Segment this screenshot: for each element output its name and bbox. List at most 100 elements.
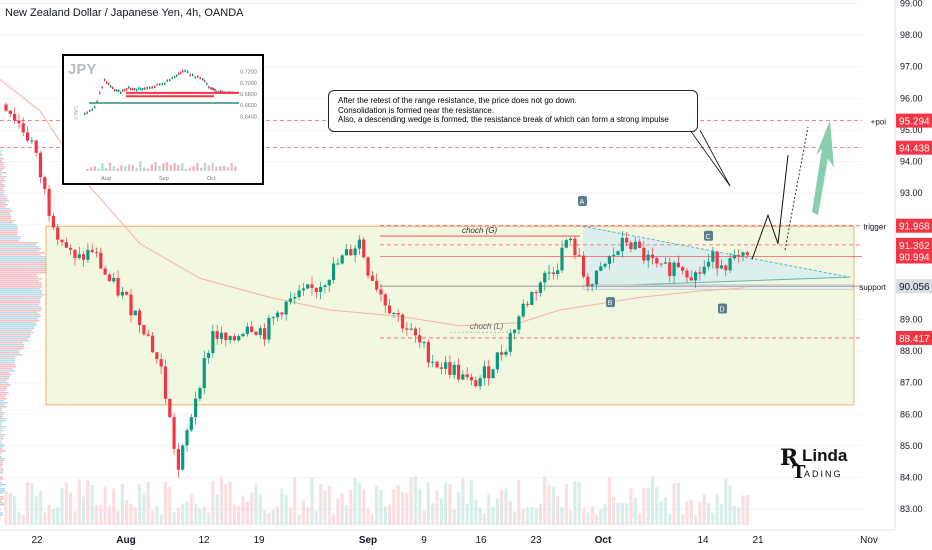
candle-body (349, 249, 353, 256)
volume-bar (534, 507, 538, 525)
volume-profile-bar (0, 414, 3, 416)
inset-volume-bar (89, 167, 93, 171)
candle-body (314, 287, 318, 292)
price-axis-level-bg (896, 218, 932, 233)
inset-candle (171, 76, 173, 80)
volume-profile-bar (0, 514, 4, 516)
volume-profile-bar (0, 158, 4, 160)
volume-bar (409, 477, 413, 525)
volume-bar (38, 491, 43, 525)
volume-bar (422, 510, 426, 525)
inset-y-tick: 0.6800 (240, 92, 257, 98)
volume-profile-bar (0, 336, 31, 338)
candle-body (250, 326, 254, 332)
volume-bar (663, 497, 668, 525)
volume-profile-bar (0, 328, 34, 330)
candle-body (530, 292, 534, 305)
volume-bar (517, 479, 521, 525)
volume-profile-bar (0, 242, 38, 244)
volume-profile-bar (0, 498, 4, 500)
volume-bar (237, 506, 241, 525)
volume-bar (728, 485, 732, 525)
inset-candle (136, 88, 138, 92)
note-line-1: After the retest of the range resistance… (338, 96, 577, 105)
price-axis-level-label: 95.294 (899, 117, 930, 128)
volume-profile-bar (0, 256, 46, 258)
volume-profile-bar (0, 386, 8, 388)
volume-profile-bar (0, 338, 28, 340)
candle-body (129, 294, 133, 316)
candle-body (4, 104, 8, 111)
candle-body (13, 113, 17, 121)
volume-profile-bar (0, 202, 6, 204)
inset-volume-bar (207, 165, 210, 171)
volume-profile-bar (0, 484, 6, 486)
inset-candle (184, 69, 186, 73)
volume-bar (344, 505, 349, 525)
volume-profile-bar (0, 344, 25, 346)
candle-body (258, 328, 262, 335)
candle-body (198, 388, 202, 399)
inset-candle (118, 89, 120, 92)
price-axis-tick: 94.00 (900, 157, 923, 167)
volume-bar (159, 514, 163, 525)
inset-candle (101, 86, 103, 89)
candle-body (547, 272, 551, 274)
volume-profile-bar (0, 316, 41, 318)
volume-bar (301, 500, 305, 525)
volume-bar (633, 497, 637, 525)
candle-body (625, 237, 629, 243)
time-axis-tick: 12 (198, 535, 210, 546)
candle-body (21, 123, 25, 133)
volume-profile-bar (0, 312, 38, 314)
volume-bar (741, 495, 745, 525)
volume-bar (120, 483, 124, 525)
volume-bar (314, 510, 318, 525)
candle-body (504, 351, 508, 355)
inset-candle (206, 82, 208, 86)
time-axis-tick: 9 (421, 535, 427, 546)
candle-body (685, 270, 689, 278)
volume-profile-bar (0, 450, 6, 452)
inset-candle (138, 87, 140, 90)
volume-profile-bar (0, 196, 7, 198)
volume-bar (47, 505, 51, 525)
volume-profile-bar (0, 458, 5, 460)
volume-profile-bar (0, 300, 41, 302)
inset-candle (142, 88, 144, 91)
candle-body (418, 335, 422, 343)
volume-profile-bar (0, 170, 2, 172)
candle-body (336, 263, 340, 265)
candle-body (655, 258, 659, 264)
inset-candle (164, 82, 166, 86)
volume-bar (336, 498, 340, 525)
candle-body (344, 249, 349, 256)
volume-profile-bar (0, 226, 19, 228)
volume-profile-bar (0, 430, 4, 432)
price-axis-tick: 99.00 (900, 0, 923, 9)
volume-profile-bar (0, 314, 41, 316)
candle-body (120, 291, 124, 296)
volume-profile-bar (0, 360, 15, 362)
inset-candle (126, 88, 128, 91)
wedge-point-label: C (705, 234, 710, 241)
candle-body (159, 359, 163, 367)
volume-profile-bar (0, 290, 43, 292)
wedge-point-marker (578, 196, 587, 206)
volume-bar (17, 511, 21, 525)
volume-bar (603, 504, 607, 525)
volume-profile-bar (0, 412, 5, 414)
logo-text-ading: ADING (804, 469, 843, 479)
candle-body (366, 257, 370, 276)
volume-profile-bar (0, 182, 3, 184)
volume-bar (543, 476, 547, 525)
volume-profile-bar (0, 438, 4, 440)
volume-bar (155, 505, 159, 525)
volume-profile-bar (0, 278, 43, 280)
logo-glyph-t: T (792, 462, 806, 483)
volume-profile-bar (0, 210, 13, 212)
logo-text-linda: Linda (802, 446, 848, 465)
volume-bar (745, 494, 749, 525)
inset-volume-bar (230, 162, 233, 171)
